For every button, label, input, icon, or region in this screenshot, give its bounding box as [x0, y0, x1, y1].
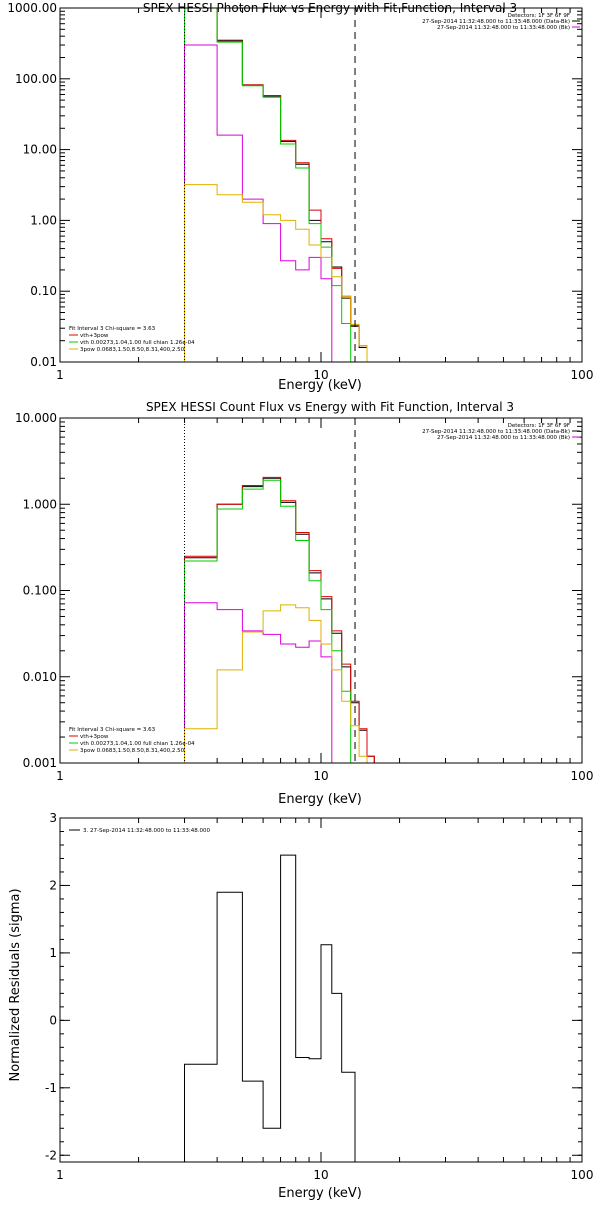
legend-entry: Fit Interval 3 Chi-square = 3.63 [69, 326, 156, 332]
series-line [184, 602, 333, 763]
x-tick-label: 100 [571, 368, 594, 382]
y-tick-label: -2 [45, 1148, 57, 1162]
x-tick-label: 10 [313, 368, 328, 382]
legend-entry: Detectors: 1F 3F 6F 9F [508, 423, 570, 429]
y-tick-label: 0.100 [23, 584, 57, 598]
y-tick-label: 0.010 [23, 670, 57, 684]
x-axis-label: Energy (keV) [278, 792, 362, 807]
y-tick-label: 10.000 [15, 411, 57, 425]
series-line [184, 604, 368, 763]
x-tick-label: 1 [56, 368, 64, 382]
y-tick-label: 10.00 [23, 143, 57, 157]
residuals-plot: 1 10 100 -2 -1 0 1 2 3 3. 27-Sep-2014 11:32:48.00… [8, 811, 594, 1201]
y-tick-label: 1.00 [30, 213, 57, 227]
chart-title: SPEX HESSI Count Flux vs Energy with Fit… [146, 400, 514, 414]
y-tick-label: 0 [49, 1013, 57, 1027]
legend-entry: vth+3pow [80, 333, 109, 339]
legend-entry: Fit Interval 3 Chi-square = 3.63 [69, 727, 156, 733]
y-tick-label: -1 [45, 1081, 57, 1095]
series-line [184, 7, 352, 362]
legend-entry: vth 0.00273,1.04,1.00 full chian 1.26e-0… [80, 741, 195, 747]
legend-entry: 3pow 0.0683,1.50,8.50,8.31,400,2.50 [80, 748, 185, 754]
series-line [184, 476, 375, 763]
legend-entry: vth+3pow [80, 734, 109, 740]
x-tick-label: 10 [313, 769, 328, 783]
legend-entry: 3pow 0.0683,1.50,8.50,8.31,400,2.50 [80, 347, 185, 353]
legend-entry: 27-Sep-2014 11:32:48.000 to 11:33:48.000… [437, 435, 570, 441]
y-tick-label: 2 [49, 878, 57, 892]
x-tick-label: 10 [313, 1168, 328, 1182]
x-axis-label: Energy (keV) [278, 1186, 362, 1200]
series-line [184, 479, 352, 763]
legend-entry: 27-Sep-2014 11:32:48.000 to 11:33:48.000… [422, 429, 570, 435]
x-tick-label: 1 [56, 769, 64, 783]
legend-entry: 27-Sep-2014 11:32:48.000 to 11:33:48.000… [437, 25, 570, 31]
y-tick-label: 1000.00 [7, 1, 57, 15]
legend-entry: vth 0.00273,1.04,1.00 full chian 1.26e-0… [80, 340, 195, 346]
series-line [184, 184, 368, 362]
y-tick-label: 100.00 [15, 72, 57, 86]
plot-frame [59, 417, 583, 764]
series-line [184, 854, 356, 1162]
x-tick-label: 100 [571, 769, 594, 783]
count-flux-plot: SPEX HESSI Count Flux vs Energy with Fit… [15, 400, 593, 807]
y-axis-label: Normalized Residuals (sigma) [8, 888, 23, 1081]
plot-frame [59, 7, 583, 363]
series-line [184, 44, 333, 362]
x-tick-label: 1 [56, 1168, 64, 1182]
y-tick-label: 0.001 [23, 756, 57, 770]
x-axis-label: Energy (keV) [278, 378, 362, 393]
photon-flux-plot: SPEX HESSI Photon Flux vs Energy with Fi… [7, 1, 593, 393]
y-tick-label: 1 [49, 946, 57, 960]
y-tick-label: 0.10 [30, 284, 57, 298]
x-tick-label: 100 [571, 1168, 594, 1182]
y-tick-label: 0.01 [30, 355, 57, 369]
legend-entry: 27-Sep-2014 11:32:48.000 to 11:33:48.000… [422, 19, 570, 25]
plot-frame [59, 817, 583, 1163]
legend-entry: 3. 27-Sep-2014 11:32:48.000 to 11:33:48.… [83, 828, 210, 834]
legend-entry: Detectors: 1F 3F 6F 9F [508, 13, 570, 19]
series-line [184, 477, 375, 763]
y-tick-label: 1.000 [23, 497, 57, 511]
y-tick-label: 3 [49, 811, 57, 825]
